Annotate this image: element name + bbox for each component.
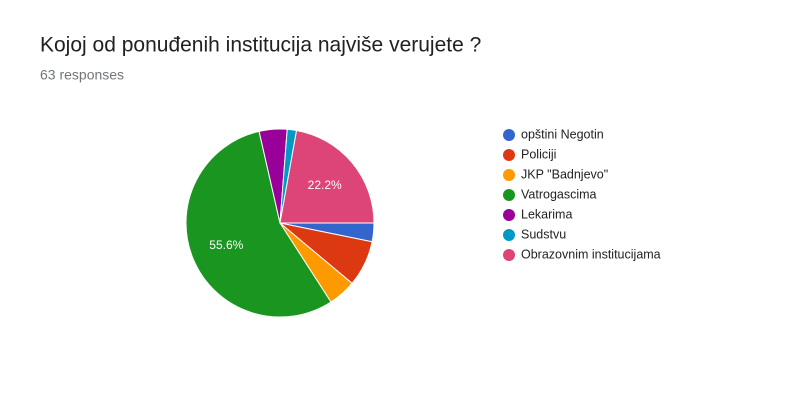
response-count: 63 responses [40, 67, 124, 83]
legend-swatch [503, 129, 515, 141]
slice-label: 22.2% [308, 178, 342, 192]
legend-label: Lekarima [521, 207, 572, 221]
legend-label: Policiji [521, 147, 556, 161]
legend-label: Obrazovnim institucijama [521, 247, 661, 261]
legend-swatch [503, 229, 515, 241]
legend-label: Vatrogascima [521, 187, 597, 201]
legend-label: opštini Negotin [521, 127, 604, 141]
pie-slice [185, 130, 332, 318]
pie-slice [279, 129, 375, 224]
chart-title: Kojoj od ponuđenih institucija najviše v… [40, 34, 481, 57]
legend-swatch [503, 149, 515, 161]
slice-label: 55.6% [209, 238, 243, 252]
legend-swatch [503, 169, 515, 181]
legend-label: Sudstvu [521, 227, 566, 241]
legend-swatch [503, 249, 515, 261]
legend-swatch [503, 209, 515, 221]
legend-swatch [503, 189, 515, 201]
legend-label: JKP "Badnjevo" [521, 167, 608, 181]
